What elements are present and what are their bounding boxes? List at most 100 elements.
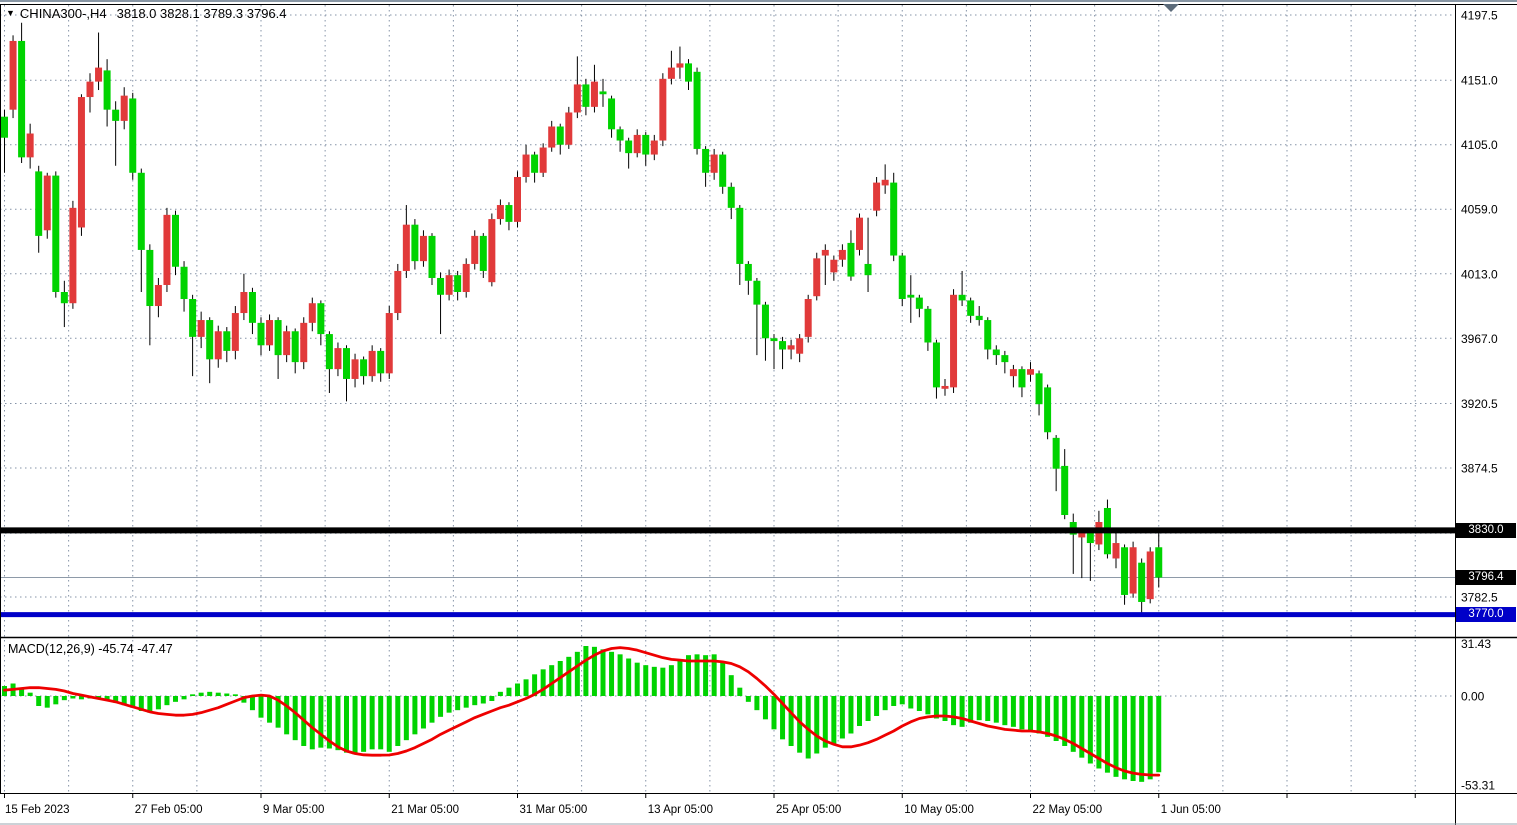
candle xyxy=(206,320,214,360)
chart-shift-marker-icon[interactable] xyxy=(1163,4,1179,12)
svg-text:3782.5: 3782.5 xyxy=(1461,591,1498,605)
candle xyxy=(531,154,539,173)
svg-text:15 Feb 2023: 15 Feb 2023 xyxy=(5,804,70,816)
candle xyxy=(283,331,291,356)
candle xyxy=(197,320,205,337)
macd-histogram xyxy=(2,646,1162,782)
price-badge-bid: 3796.4 xyxy=(1456,570,1516,586)
svg-text:31 Mar 05:00: 31 Mar 05:00 xyxy=(520,804,588,816)
candle xyxy=(1009,369,1017,377)
price-badge-support: 3770.0 xyxy=(1456,607,1516,623)
candle xyxy=(77,97,85,228)
candle xyxy=(120,95,128,121)
candle xyxy=(625,140,633,154)
candle xyxy=(402,224,410,271)
candle xyxy=(727,186,735,208)
symbol-timeframe-label: CHINA300-,H4 xyxy=(19,6,107,21)
candle xyxy=(462,263,470,292)
candle xyxy=(710,154,718,173)
candle xyxy=(411,224,419,262)
candle xyxy=(129,98,137,173)
svg-text:3920.5: 3920.5 xyxy=(1461,397,1498,411)
svg-text:1 Jun 05:00: 1 Jun 05:00 xyxy=(1161,804,1221,816)
candle xyxy=(308,303,316,323)
candle xyxy=(248,291,256,323)
candle xyxy=(69,207,77,304)
candle xyxy=(112,109,120,121)
macd-scale-labels: 31.43 0.00 -53.31 xyxy=(1461,637,1495,792)
candle xyxy=(95,67,103,82)
candle xyxy=(266,320,274,346)
candle xyxy=(915,297,923,309)
candle xyxy=(479,235,487,271)
price-badge-resistance: 3830.0 xyxy=(1456,522,1516,538)
candle xyxy=(548,126,556,148)
price-scale-labels: 4197.5 4151.0 4105.0 4059.0 4013.0 3967.0 3920… xyxy=(1461,9,1498,605)
candle xyxy=(189,299,197,337)
candle xyxy=(325,334,333,370)
candle xyxy=(873,182,881,211)
candle xyxy=(702,148,710,173)
candle xyxy=(1078,531,1086,538)
candle xyxy=(599,91,607,95)
candle xyxy=(103,70,111,110)
candle xyxy=(368,350,376,377)
candle xyxy=(445,275,453,295)
candle xyxy=(437,277,445,295)
grid-lines xyxy=(0,5,1455,793)
candle xyxy=(291,331,299,363)
candle xyxy=(60,291,68,304)
chart-title: ▼ CHINA300-,H4 3818.0 3828.1 3789.3 3796… xyxy=(6,6,287,21)
candle xyxy=(565,112,573,145)
svg-text:10 May 05:00: 10 May 05:00 xyxy=(904,804,974,816)
candle xyxy=(984,320,992,350)
candle xyxy=(26,133,34,158)
candle xyxy=(43,175,51,231)
candle xyxy=(496,205,504,220)
candle xyxy=(163,214,171,285)
candle xyxy=(257,322,265,346)
macd-indicator-label: MACD(12,26,9) -45.74 -47.47 xyxy=(8,642,173,656)
candle xyxy=(52,175,60,292)
candle xyxy=(958,294,966,301)
candle xyxy=(779,341,787,350)
symbol-dropdown-icon[interactable]: ▼ xyxy=(6,8,15,18)
svg-text:4059.0: 4059.0 xyxy=(1461,203,1498,217)
svg-text:22 May 05:00: 22 May 05:00 xyxy=(1033,804,1103,816)
candle xyxy=(1061,465,1069,515)
svg-text:21 Mar 05:00: 21 Mar 05:00 xyxy=(391,804,459,816)
candle xyxy=(898,255,906,300)
candle xyxy=(616,129,624,141)
candle xyxy=(804,299,812,337)
time-axis: 15 Feb 2023 27 Feb 05:00 9 Mar 05:00 21 Mar… xyxy=(4,794,1416,816)
candle xyxy=(1035,373,1043,405)
candle xyxy=(950,294,958,388)
candle xyxy=(556,126,564,145)
macd-signal-line xyxy=(3,646,1161,777)
svg-text:4197.5: 4197.5 xyxy=(1461,9,1498,23)
candle xyxy=(240,291,248,314)
candle xyxy=(351,359,359,379)
candle xyxy=(343,348,350,379)
svg-text:25 Apr 05:00: 25 Apr 05:00 xyxy=(776,804,841,816)
candle xyxy=(317,303,325,335)
candle xyxy=(582,84,590,107)
candle xyxy=(813,258,821,297)
svg-text:4013.0: 4013.0 xyxy=(1461,267,1498,281)
candle xyxy=(1138,562,1146,602)
candle xyxy=(385,313,393,374)
candle xyxy=(505,205,513,222)
candle xyxy=(881,179,889,186)
candle xyxy=(590,81,598,107)
candle xyxy=(650,140,658,155)
candle xyxy=(488,219,496,283)
svg-text:0.00: 0.00 xyxy=(1461,690,1485,704)
svg-text:3967.0: 3967.0 xyxy=(1461,332,1498,346)
svg-text:9 Mar 05:00: 9 Mar 05:00 xyxy=(263,804,324,816)
svg-text:3874.5: 3874.5 xyxy=(1461,462,1498,476)
candle xyxy=(719,154,727,187)
svg-text:13 Apr 05:00: 13 Apr 05:00 xyxy=(648,804,713,816)
